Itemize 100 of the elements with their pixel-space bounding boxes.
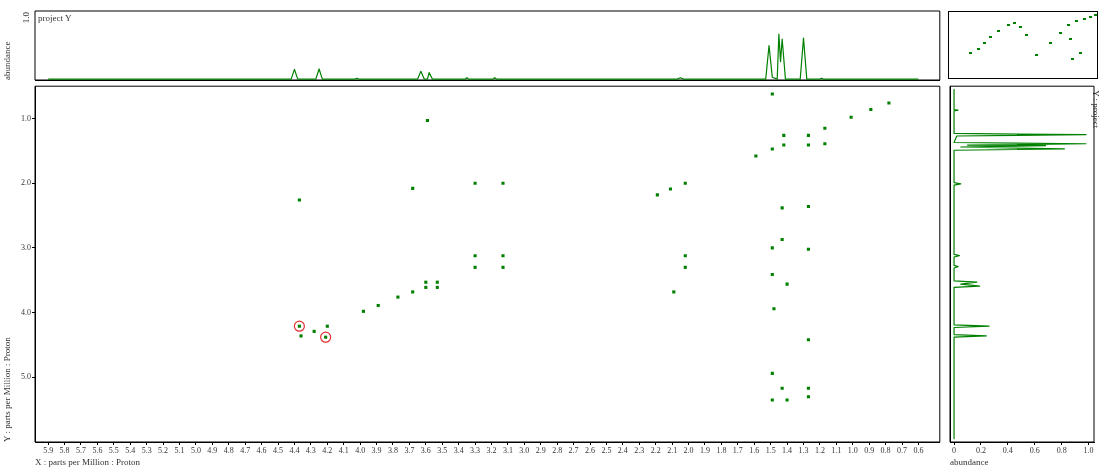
x-tick-label: 5.1 <box>174 445 185 455</box>
point <box>320 331 332 343</box>
x-tick-label: 1.4 <box>782 445 793 455</box>
point <box>473 265 477 269</box>
x-tick-label: 1.1 <box>831 445 842 455</box>
point <box>806 204 810 209</box>
point <box>297 198 301 202</box>
point <box>435 285 439 289</box>
x-tick-label: 1.6 <box>749 445 760 455</box>
point <box>806 395 810 399</box>
point <box>473 181 477 185</box>
point <box>672 290 676 294</box>
point <box>782 133 786 137</box>
point <box>501 254 505 258</box>
x-tick-label: 3.9 <box>371 445 382 455</box>
x-tick-label: 2.7 <box>568 445 579 455</box>
x-tick-label: 0.9 <box>864 445 875 455</box>
point <box>806 338 810 342</box>
point <box>823 142 827 146</box>
x-tick-label: 4.7 <box>240 445 251 455</box>
x-tick-label: 4.9 <box>207 445 218 455</box>
point <box>823 126 827 130</box>
x-tick-label: 5.7 <box>75 445 86 455</box>
point <box>785 398 789 402</box>
point <box>325 324 329 328</box>
x-tick-label: 3.0 <box>519 445 530 455</box>
x-tick-label: 2.3 <box>634 445 645 455</box>
x-tick-label: 5.4 <box>125 445 136 455</box>
point <box>806 143 810 147</box>
x-tick-label: 2.4 <box>617 445 628 455</box>
x-tick-label: 4.5 <box>273 445 284 455</box>
x-tick-label: 0.6 <box>913 445 924 455</box>
point <box>501 265 505 269</box>
point <box>770 371 774 375</box>
y-tick-label: 2.0 <box>21 178 31 188</box>
x-tick-label: 1.0 <box>1083 445 1094 455</box>
point <box>772 307 776 311</box>
x-tick-label: 4.0 <box>355 445 366 455</box>
x-tick-label: 1.3 <box>798 445 809 455</box>
x-tick-label: 0.8 <box>1056 445 1067 455</box>
x-tick-label: 5.2 <box>158 445 169 455</box>
x-tick-label: 3.3 <box>470 445 481 455</box>
x-tick-label: 4.4 <box>289 445 300 455</box>
point <box>849 115 853 119</box>
point <box>473 254 477 258</box>
x-tick-label: 5.9 <box>43 445 54 455</box>
x-tick-label: 0 <box>952 445 957 455</box>
x-tick-label: 4.1 <box>338 445 349 455</box>
point <box>806 133 810 137</box>
point <box>806 386 810 390</box>
x-tick-label: 2.5 <box>601 445 612 455</box>
x-tick-label: 1.5 <box>765 445 776 455</box>
point <box>782 143 786 147</box>
x-tick-label: 3.2 <box>486 445 497 455</box>
point <box>411 290 415 294</box>
x-tick-label: 4.6 <box>256 445 267 455</box>
x-tick-label: 0.4 <box>1002 445 1013 455</box>
annotation: Y : project <box>1091 90 1100 129</box>
point <box>435 280 439 284</box>
x-tick-label: 0.7 <box>897 445 908 455</box>
point <box>780 386 784 390</box>
x-tick-label: 3.7 <box>404 445 415 455</box>
x-axis-title: abundance <box>950 456 989 467</box>
point <box>806 247 810 251</box>
point <box>411 186 415 190</box>
point <box>770 246 774 250</box>
y-tick-label: 3.0 <box>21 243 31 253</box>
x-tick-label: 1.9 <box>699 445 710 455</box>
x-tick-label: 3.6 <box>420 445 431 455</box>
point <box>293 320 305 332</box>
point <box>780 237 784 242</box>
x-tick-label: 0.6 <box>1029 445 1040 455</box>
x-tick-label: 3.8 <box>387 445 398 455</box>
point <box>655 193 659 197</box>
point <box>869 107 873 112</box>
point <box>376 303 380 308</box>
y-tick-label: 4.0 <box>21 307 31 317</box>
x-tick-label: 3.5 <box>437 445 448 455</box>
point <box>312 329 316 333</box>
point <box>683 265 687 269</box>
x-tick-label: 1.0 <box>847 445 858 455</box>
point <box>770 92 774 96</box>
point <box>396 295 400 299</box>
x-axis-title: X : parts per Million : Proton <box>35 456 141 467</box>
x-tick-label: 5.0 <box>190 445 201 455</box>
x-tick-label: 1.7 <box>732 445 743 455</box>
point <box>501 181 505 185</box>
point <box>683 254 687 258</box>
x-tick-label: 4.2 <box>322 445 333 455</box>
x-tick-label: 4.3 <box>305 445 316 455</box>
x-tick-label: 1.2 <box>814 445 825 455</box>
point <box>785 282 789 286</box>
y-axis-title: abundance <box>1 41 12 80</box>
x-tick-label: 2.1 <box>667 445 678 455</box>
y-tick-label: 1.0 <box>21 113 31 123</box>
x-tick-label: 3.1 <box>502 445 513 455</box>
x-tick-label: 5.5 <box>108 445 119 455</box>
point <box>668 187 673 191</box>
point <box>887 101 891 105</box>
y-axis-title: Y : parts per Million : Proton <box>1 336 12 442</box>
